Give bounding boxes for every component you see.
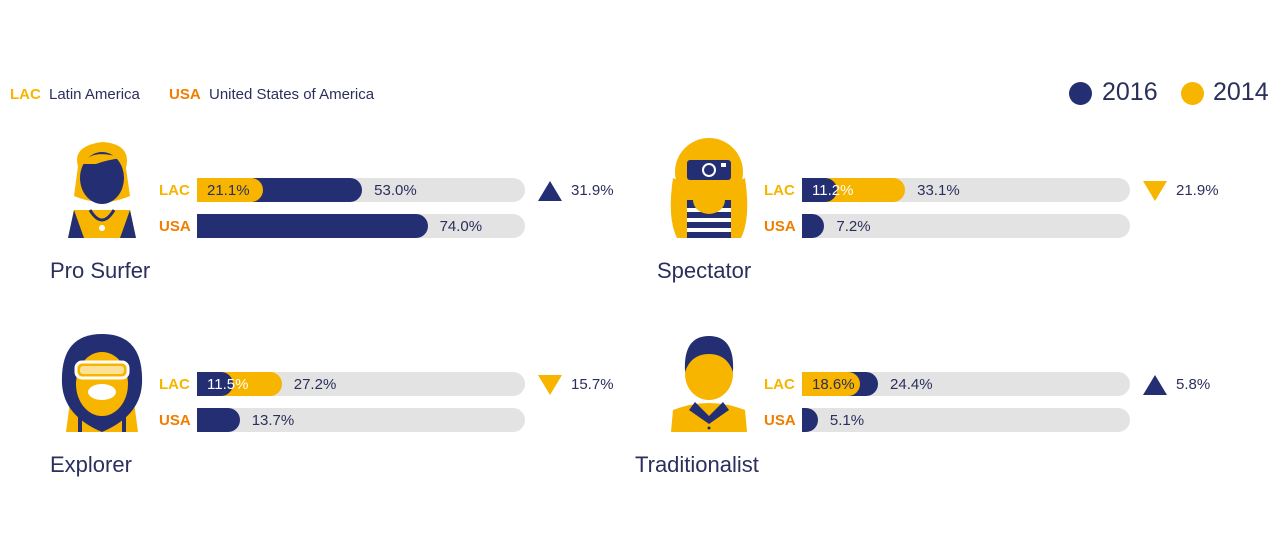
- segment-pro-surfer: Pro Surfer LAC USA 21.1% 53.0% 74.0% 31.9%: [40, 138, 660, 288]
- segment-name: Traditionalist: [635, 452, 759, 477]
- traditionalist-icon: [663, 332, 755, 434]
- triangle-down-icon: [1142, 180, 1168, 202]
- data-label-lac-2016: 11.2%: [812, 182, 854, 199]
- legend-2014-label: 2014: [1213, 78, 1269, 106]
- row-label-usa: USA: [159, 412, 191, 429]
- legend-2016-label: 2016: [1102, 78, 1158, 106]
- row-label-usa: USA: [764, 412, 796, 429]
- bar-track-usa: [802, 214, 1130, 238]
- data-label-lac-2016: 24.4%: [890, 376, 933, 393]
- segment-name: Explorer: [50, 452, 132, 477]
- row-label-lac: LAC: [159, 182, 190, 199]
- data-label-lac-2016: 11.5%: [207, 376, 249, 393]
- explorer-icon: [56, 332, 148, 434]
- bar-usa-2016: [197, 214, 428, 238]
- bar-usa-2016: [197, 408, 240, 432]
- legend-lac-full: Latin America: [49, 86, 140, 103]
- data-label-lac-2014: 27.2%: [293, 376, 337, 393]
- triangle-up-icon: [537, 180, 563, 202]
- segment-explorer: Explorer LAC USA 11.5% 27.2% 13.7% 15.7%: [40, 332, 660, 482]
- legend-usa-abbr: USA: [169, 86, 201, 103]
- bar-lac-2014: [197, 178, 263, 202]
- change-label: 31.9%: [571, 182, 614, 199]
- segment-name: Spectator: [657, 258, 752, 283]
- data-label-usa-2016: 5.1%: [829, 412, 865, 429]
- data-label-usa-2016: 7.2%: [836, 218, 871, 235]
- change-label: 21.9%: [1176, 182, 1219, 199]
- segment-name: Pro Surfer: [50, 258, 151, 283]
- data-label-lac-2014: 18.6%: [812, 376, 855, 393]
- segment-traditionalist: Traditionalist LAC USA 18.6% 24.4% 5.1% 5.8%: [635, 332, 1265, 482]
- bar-lac-2014: [802, 372, 860, 396]
- data-label-lac-2014: 33.1%: [917, 182, 960, 199]
- bar-usa-2016: [802, 214, 825, 238]
- legend-2014-dot: [1181, 82, 1204, 105]
- legend-usa-full: United States of America: [209, 86, 375, 103]
- bar-usa-2016: [802, 408, 818, 432]
- data-label-lac-2016: 53.0%: [374, 182, 417, 199]
- data-label-usa-2016: 74.0%: [439, 218, 483, 235]
- triangle-down-icon: [537, 374, 563, 396]
- bar-lac-2016: [197, 372, 233, 396]
- data-label-lac-2014: 21.1%: [207, 182, 250, 199]
- bar-lac-2016: [802, 178, 837, 202]
- data-label-usa-2016: 13.7%: [251, 412, 295, 429]
- row-label-lac: LAC: [764, 376, 795, 393]
- row-label-usa: USA: [764, 218, 796, 235]
- legend-lac-abbr: LAC: [10, 86, 41, 103]
- legend-2016-dot: [1069, 82, 1092, 105]
- pro-surfer-icon: [56, 138, 148, 240]
- spectator-icon: [663, 138, 755, 240]
- row-label-usa: USA: [159, 218, 191, 235]
- segment-spectator: Spectator LAC USA 11.2% 33.1% 7.2% 21.9%: [645, 138, 1265, 288]
- bar-track-usa: [197, 408, 525, 432]
- change-label: 15.7%: [571, 376, 614, 393]
- row-label-lac: LAC: [159, 376, 190, 393]
- triangle-up-icon: [1142, 374, 1168, 396]
- row-label-lac: LAC: [764, 182, 795, 199]
- bar-track-usa: [802, 408, 1130, 432]
- change-label: 5.8%: [1176, 376, 1211, 393]
